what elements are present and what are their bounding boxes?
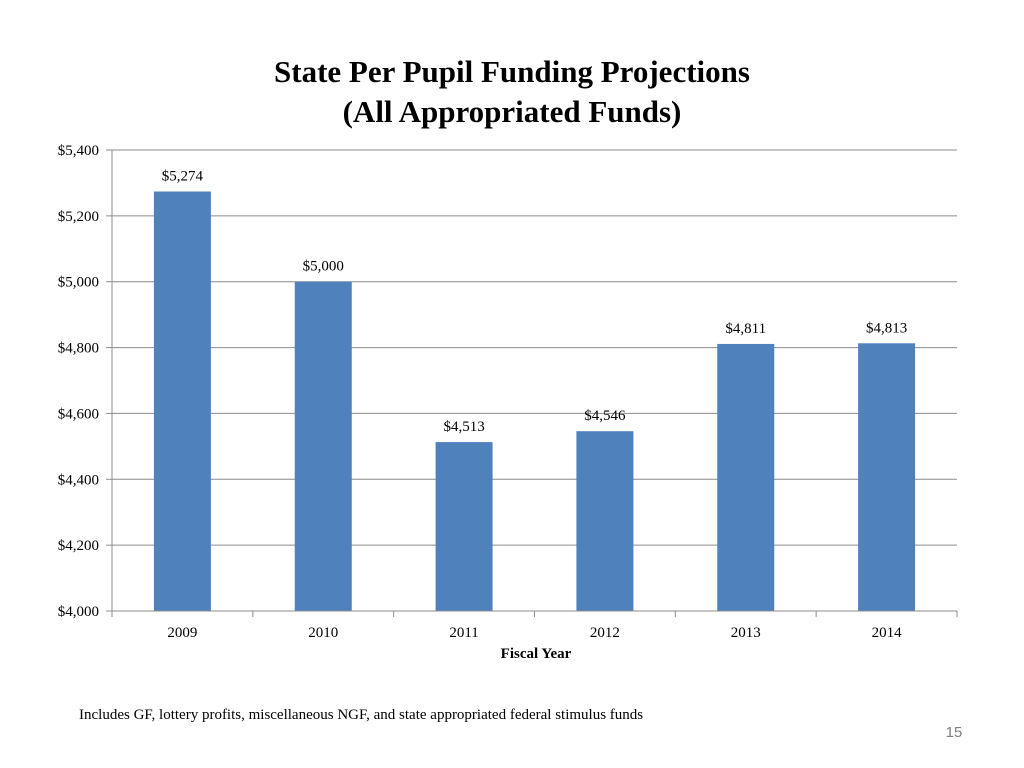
x-tick-label: 2012 (590, 625, 620, 641)
x-tick-label: 2009 (167, 625, 197, 641)
bar-2010 (294, 281, 352, 611)
bar-2014 (858, 343, 916, 611)
y-tick-label: $4,600 (58, 406, 99, 422)
gridlines (112, 149, 957, 546)
y-tick-label: $4,200 (58, 538, 99, 554)
bar-2009 (153, 191, 211, 612)
y-tick-label: $4,400 (58, 472, 99, 488)
data-label: $5,000 (303, 259, 344, 275)
data-label: $4,811 (725, 321, 766, 337)
data-label: $4,813 (866, 320, 907, 336)
bars (153, 191, 916, 612)
data-label: $5,274 (162, 168, 204, 184)
labels: $4,000 $4,200 $4,400 $4,600 $4,800 $5,000 $5,2… (58, 143, 907, 641)
bar-2013 (717, 343, 775, 611)
y-tick-label: $5,200 (58, 209, 99, 225)
y-tick-label: $4,000 (58, 604, 99, 620)
y-tick-label: $5,400 (58, 143, 99, 159)
y-tick-label: $4,800 (58, 341, 99, 357)
page-number: 15 (945, 724, 963, 741)
x-tick-label: 2013 (731, 625, 761, 641)
footnote: Includes GF, lottery profits, miscellane… (79, 707, 644, 723)
bar-2012 (576, 431, 634, 611)
x-tick-label: 2014 (872, 625, 903, 641)
chart-title-line-1: State Per Pupil Funding Projections (274, 54, 750, 89)
chart-title: State Per Pupil Funding Projections (All… (0, 52, 1024, 132)
data-label: $4,513 (443, 419, 484, 435)
chart-title-line-2: (All Appropriated Funds) (342, 94, 682, 129)
data-label: $4,546 (584, 408, 626, 424)
axes (106, 149, 958, 617)
bar-2011 (435, 442, 493, 611)
y-tick-label: $5,000 (58, 275, 99, 291)
x-tick-label: 2011 (449, 625, 478, 641)
x-tick-label: 2010 (308, 625, 338, 641)
x-axis-title: Fiscal Year (500, 646, 572, 662)
